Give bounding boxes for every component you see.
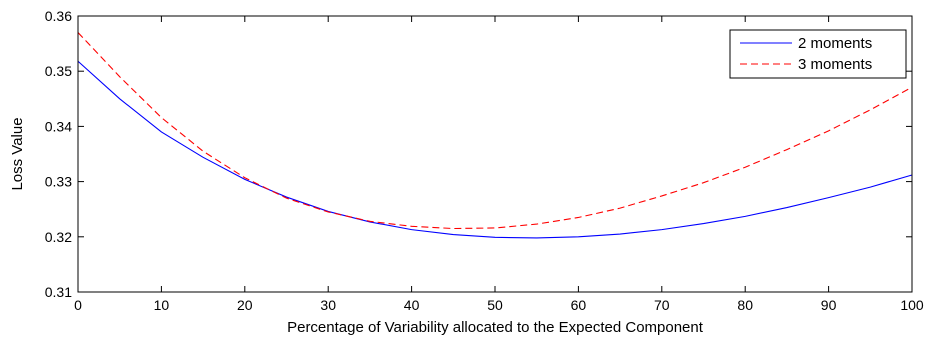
x-tick-label: 60 [571,297,587,313]
plot-area-frame [77,15,913,293]
y-tick-label: 0.33 [45,174,72,190]
y-tick-label: 0.31 [45,284,72,300]
x-tick-label: 0 [74,297,82,313]
x-tick-label: 70 [654,297,670,313]
legend-label-3-moments: 3 moments [798,56,872,73]
y-tick-label: 0.36 [45,8,72,24]
legend-label-2-moments: 2 moments [798,35,872,52]
y-tick-label: 0.35 [45,63,72,79]
x-tick-label: 80 [737,297,753,313]
x-tick-label: 90 [821,297,837,313]
x-tick-label: 10 [154,297,170,313]
series-line-3-moments [77,32,913,230]
x-tick-label: 100 [900,297,924,313]
y-axis-label: Loss Value [9,117,26,190]
legend-box [729,29,907,79]
y-tick-label: 0.32 [45,229,72,245]
series-line-2-moments [77,60,913,239]
x-tick-label: 20 [237,297,253,313]
x-tick-label: 50 [487,297,503,313]
legend: 2 moments 3 moments [729,29,907,79]
x-tick-label: 40 [404,297,420,313]
x-axis-label: Percentage of Variability allocated to t… [287,319,704,336]
x-tick-label: 30 [320,297,336,313]
y-tick-label: 0.34 [45,118,72,134]
axis-ticks: 0 10 20 30 40 50 60 70 80 90 100 0.31 0.32 0.33 0.34 0.… [45,8,924,313]
series-lines [77,32,913,239]
